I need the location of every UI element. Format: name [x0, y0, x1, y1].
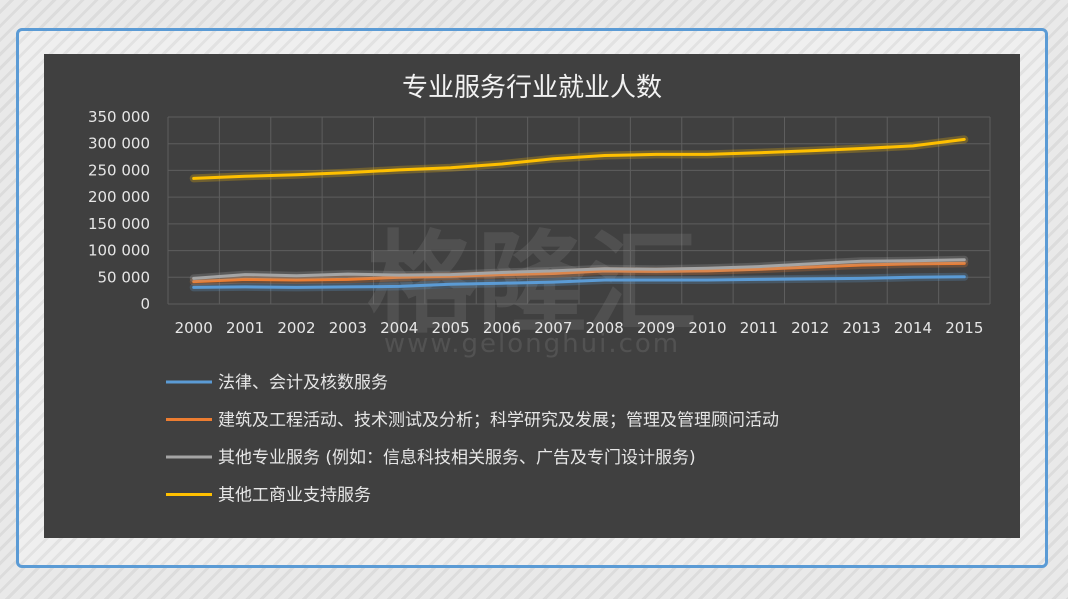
legend-label: 其他工商业支持服务: [218, 486, 371, 506]
x-tick-label: 2008: [586, 319, 624, 337]
x-tick-label: 2013: [842, 319, 880, 337]
y-tick-label: 300 000: [88, 135, 150, 153]
line-chart: 专业服务行业就业人数 格隆汇 www.gelonghui.com 050 000…: [88, 73, 991, 506]
watermark-url: www.gelonghui.com: [384, 329, 680, 359]
x-tick-label: 2005: [431, 319, 469, 337]
chart-title: 专业服务行业就业人数: [402, 73, 662, 103]
chart-panel: 专业服务行业就业人数 格隆汇 www.gelonghui.com 0 50 000…: [44, 54, 1020, 538]
x-axis: 2000 2001 2002 2003 2004 2005 2006 2007 2008 2009…: [175, 319, 984, 337]
gridlines: [167, 116, 991, 305]
y-tick-label: 350 000: [88, 108, 150, 126]
legend: 法律、会计及核数服务建筑及工程活动、技术测试及分析；科学研究及发展；管理及管理顾…: [166, 373, 779, 506]
x-tick-label: 2010: [688, 319, 726, 337]
y-tick-label: 150 000: [88, 215, 150, 233]
series-line: [192, 261, 966, 284]
y-tick-label: 250 000: [88, 161, 150, 179]
legend-label: 其他专业服务 (例如：信息科技相关服务、广告及专门设计服务): [218, 448, 696, 468]
x-tick-label: 2004: [380, 319, 418, 337]
x-tick-label: 2000: [175, 319, 213, 337]
y-tick-label: 50 000: [98, 268, 151, 286]
series-lines: [189, 135, 969, 292]
x-tick-label: 2003: [329, 319, 367, 337]
x-tick-label: 2015: [945, 319, 983, 337]
x-tick-label: 2009: [637, 319, 675, 337]
x-tick-label: 2001: [226, 319, 264, 337]
x-tick-label: 2012: [791, 319, 829, 337]
series-line: [192, 137, 966, 180]
y-tick-label: 100 000: [88, 242, 150, 260]
series-line: [192, 275, 966, 289]
y-axis: 0 50 000 100 000 150 000 200 000 250 000 300 0…: [88, 108, 150, 313]
x-tick-label: 2007: [534, 319, 572, 337]
series-line: [192, 258, 966, 280]
y-tick-label: 200 000: [88, 188, 150, 206]
x-tick-label: 2006: [483, 319, 521, 337]
legend-label: 建筑及工程活动、技术测试及分析；科学研究及发展；管理及管理顾问活动: [218, 411, 779, 431]
legend-label: 法律、会计及核数服务: [218, 373, 388, 393]
y-tick-label: 0: [140, 295, 150, 313]
x-tick-label: 2002: [277, 319, 315, 337]
x-tick-label: 2011: [740, 319, 778, 337]
x-tick-label: 2014: [894, 319, 932, 337]
